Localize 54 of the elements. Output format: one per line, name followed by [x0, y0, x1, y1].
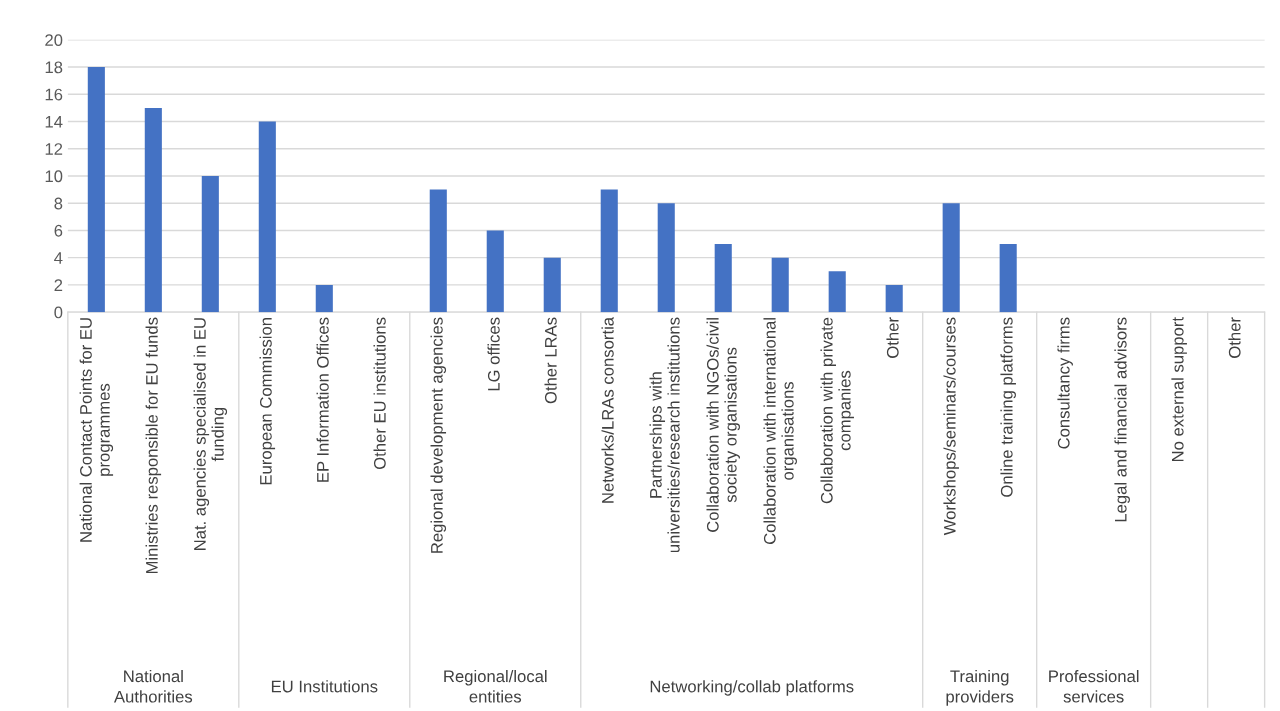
text: Regional/local entities: [444, 669, 547, 703]
y-tick-label: 18: [45, 61, 63, 74]
x-tick-label: Consultancy firms: [1057, 317, 1073, 449]
x-tick-label: LG offices: [487, 317, 500, 391]
bar: [600, 189, 618, 313]
x-tick-label: Networks/LRAs consortia: [601, 316, 614, 503]
y-tick-label: 16: [45, 88, 63, 101]
bar: [885, 284, 903, 313]
x-tick-label: Workshops/seminars/courses: [943, 317, 959, 536]
x-tick-label: No external support: [1171, 317, 1187, 462]
y-tick-label: 4: [54, 252, 63, 264]
x-tick-label: Partnerships with universities/research institutions: [649, 317, 680, 553]
x-tick-label: Online training platforms: [1000, 317, 1016, 497]
bar: [771, 257, 789, 313]
text: Training providers: [946, 669, 1014, 706]
y-tick-label: 8: [54, 197, 63, 210]
y-tick-label: 10: [45, 170, 63, 183]
x-tick-label: Collaboration with NGOs/civil society organisations: [706, 318, 740, 532]
bar: [942, 203, 960, 313]
x-tick-label: European Commission: [259, 318, 276, 485]
x-tick-label: Ministries responsible for EU funds: [145, 317, 162, 574]
x-tick-label: Regional development agencies: [430, 317, 447, 553]
x-tick-label: Legal and financial advisors: [1114, 317, 1130, 522]
text: Networking/collab platforms: [650, 680, 854, 696]
bar: [828, 271, 846, 313]
bar: [144, 107, 162, 313]
x-tick-label: Other: [1228, 317, 1241, 358]
bar: [315, 284, 333, 313]
x-tick-label: Other EU institutions: [373, 317, 386, 470]
bar: [714, 244, 732, 313]
bar: [657, 203, 675, 313]
bar: [486, 230, 504, 313]
text: National Authorities: [113, 669, 193, 703]
x-tick-label: National Contact Points for EU programmes: [79, 318, 114, 542]
x-tick-label: Collaboration with private companies: [820, 317, 854, 504]
text: EU Institutions: [271, 680, 378, 693]
y-tick-label: 12: [45, 143, 63, 155]
x-tick-label: Nat. agencies specialised in EU funding: [193, 318, 228, 550]
y-tick-label: 14: [45, 116, 63, 128]
x-tick-label: Collaboration with international organisations: [763, 318, 797, 545]
bar: [999, 244, 1017, 313]
y-tick-label: 2: [54, 279, 63, 291]
bar: [429, 189, 447, 313]
x-tick-label: Other LRAs: [544, 317, 557, 404]
y-tick-label: 0: [54, 306, 63, 319]
bar: [258, 121, 276, 313]
bar: [543, 257, 561, 313]
x-tick-label: EP Information Offices: [316, 317, 329, 482]
y-tick-label: 20: [45, 34, 63, 47]
bar: [201, 175, 219, 313]
bar: [87, 67, 105, 313]
y-tick-label: 6: [54, 224, 63, 237]
text: Professional services: [1049, 669, 1139, 703]
x-tick-label: Other: [886, 317, 899, 358]
